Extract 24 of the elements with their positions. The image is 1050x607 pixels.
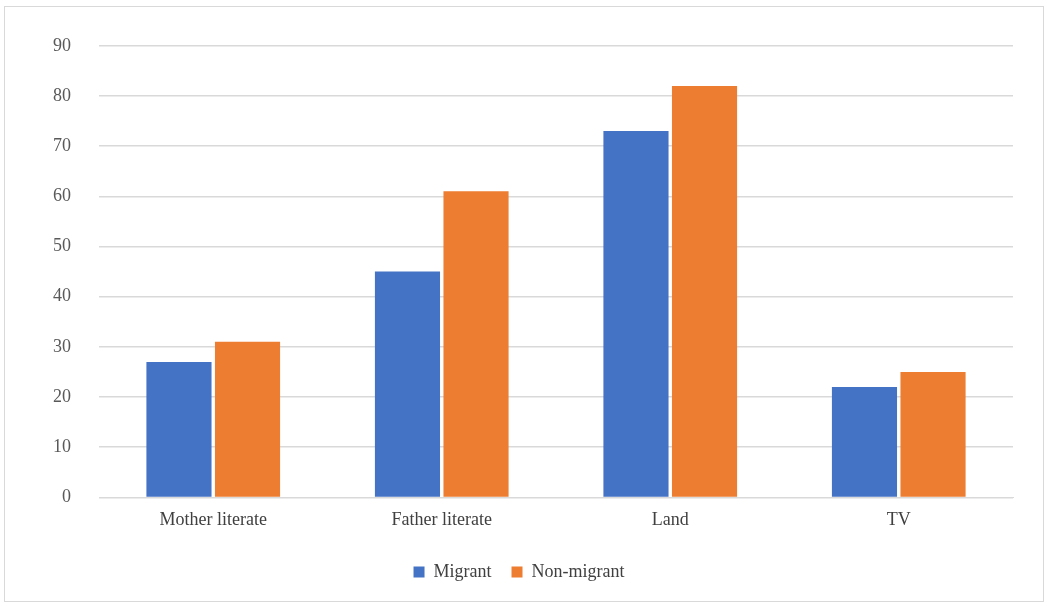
bar xyxy=(671,85,738,497)
legend-label: Migrant xyxy=(433,560,492,581)
y-tick-label: 40 xyxy=(53,285,71,306)
legend-label: Non-migrant xyxy=(531,560,625,581)
bar xyxy=(900,371,966,497)
y-tick-label: 30 xyxy=(53,335,71,356)
x-tick-label: Father literate xyxy=(391,508,492,529)
y-tick-label: 50 xyxy=(53,235,71,256)
x-tick-label: TV xyxy=(886,508,911,529)
y-tick-label: 0 xyxy=(62,486,71,507)
bar xyxy=(146,361,212,497)
bar xyxy=(603,131,669,497)
y-tick-label: 90 xyxy=(53,34,71,55)
y-tick-label: 10 xyxy=(53,435,71,456)
bar xyxy=(443,191,509,497)
bar xyxy=(214,341,281,497)
y-tick-label: 80 xyxy=(53,84,71,105)
y-tick-label: 20 xyxy=(53,385,71,406)
x-tick-label: Mother literate xyxy=(159,508,267,529)
bar xyxy=(374,271,441,497)
bar xyxy=(831,387,898,497)
x-tick-label: Land xyxy=(651,508,689,529)
y-tick-label: 60 xyxy=(53,185,71,206)
y-tick-label: 70 xyxy=(53,134,71,155)
